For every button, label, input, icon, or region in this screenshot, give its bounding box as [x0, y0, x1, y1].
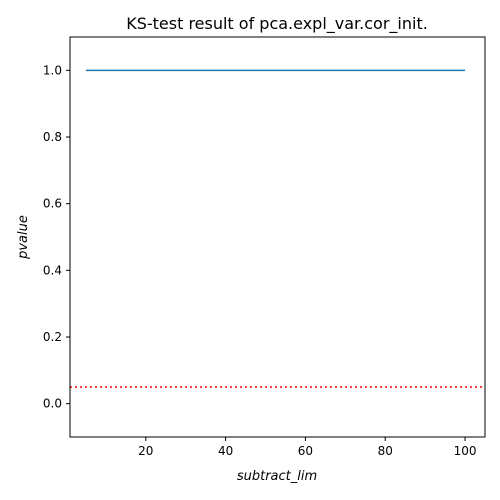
axes-frame	[69, 36, 486, 438]
y-tick-label: 0.2	[43, 330, 62, 344]
y-axis: 0.0 0.2 0.4 0.6 0.8 1.0	[43, 63, 70, 411]
x-axis-label: subtract_lim	[237, 469, 317, 484]
y-tick-label: 0.4	[43, 263, 62, 277]
x-tick-label: 80	[378, 444, 393, 458]
y-tick-label: 0.6	[43, 197, 62, 211]
x-axis: 20 40 60 80 100	[138, 437, 477, 458]
plot-area	[70, 69, 485, 388]
x-tick-label: 20	[138, 444, 153, 458]
y-axis-label: pvalue	[16, 215, 31, 260]
x-tick-label: 60	[298, 444, 313, 458]
x-tick-label: 40	[218, 444, 233, 458]
y-tick-label: 1.0	[43, 63, 62, 77]
y-tick-label: 0.8	[43, 130, 62, 144]
x-tick-label: 100	[454, 444, 477, 458]
y-tick-label: 0.0	[43, 397, 62, 411]
chart-title: KS-test result of pca.expl_var.cor_init.	[126, 14, 428, 34]
